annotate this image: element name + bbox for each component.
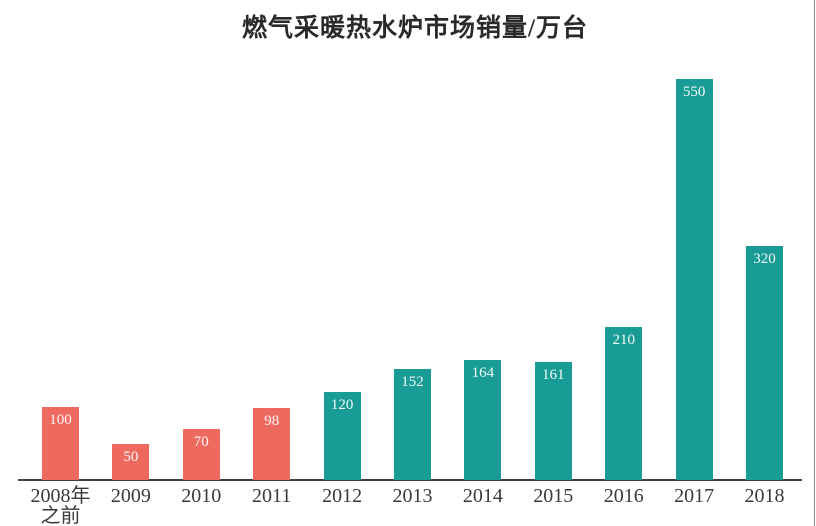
x-axis-tick-label: 2009	[110, 485, 151, 507]
bar: 164	[464, 360, 502, 480]
x-axis-tick-label: 2014	[462, 485, 503, 507]
bar: 210	[605, 326, 643, 480]
x-axis-tick-label: 2018	[744, 485, 785, 507]
bar: 320	[746, 246, 783, 480]
x-axis-tick-label: 2011	[252, 485, 292, 507]
x-axis-tick-label: 2010	[181, 485, 222, 507]
bar-value-label: 164	[471, 365, 495, 382]
bar: 550	[675, 78, 713, 480]
bar: 100	[42, 407, 79, 480]
x-axis-tick-label: 2016	[603, 485, 644, 507]
x-axis-tick-label: 2015	[533, 485, 574, 507]
bar-value-label: 120	[330, 397, 354, 414]
bar: 152	[394, 369, 431, 480]
image-border-line	[814, 0, 815, 526]
bar: 50	[112, 443, 150, 480]
x-axis-line	[18, 479, 802, 481]
bar-value-label: 550	[682, 83, 706, 100]
bar: 161	[534, 362, 572, 480]
x-axis-tick-label: 2008年 之前	[30, 485, 91, 526]
bar: 70	[182, 428, 220, 480]
chart-title: 燃气采暖热水炉市场销量/万台	[242, 15, 588, 42]
bar: 120	[323, 392, 361, 480]
bar-value-label: 210	[612, 331, 635, 348]
bar: 98	[253, 408, 291, 480]
x-axis-tick-label: 2012	[322, 485, 363, 507]
bar-value-label: 320	[753, 251, 776, 268]
bar-value-label: 152	[401, 374, 424, 391]
bar-value-label: 100	[49, 412, 72, 428]
x-axis-tick-label: 2017	[674, 485, 715, 507]
bar-value-label: 70	[193, 433, 209, 450]
bar-value-label: 161	[542, 367, 565, 384]
bar-value-label: 50	[123, 448, 139, 465]
x-axis-tick-label: 2013	[392, 485, 433, 507]
bar-value-label: 98	[264, 413, 280, 430]
